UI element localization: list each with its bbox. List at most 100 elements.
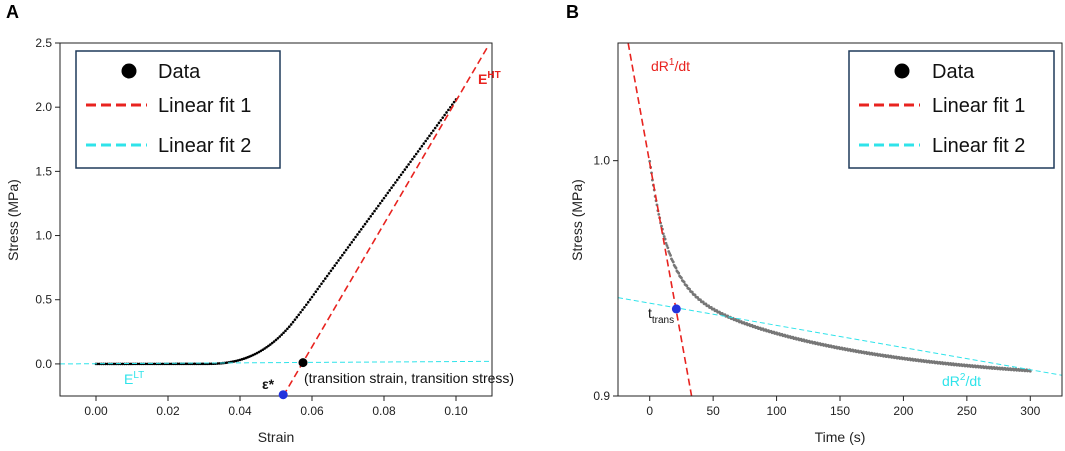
x-axis-label-b: Time (s) — [815, 429, 866, 445]
data-point — [452, 100, 456, 104]
y-tick-label: 1.0 — [35, 229, 52, 243]
x-tick-label: 0.08 — [372, 404, 396, 418]
legend-marker-data-b — [894, 63, 910, 79]
data-point — [424, 139, 427, 143]
data-point — [295, 315, 299, 319]
data-point — [384, 194, 388, 197]
x-tick-label: 100 — [767, 404, 787, 418]
data-point — [263, 347, 266, 350]
legend-label-fit2-b: Linear fit 2 — [932, 135, 1025, 157]
data-point — [399, 173, 403, 177]
data-point — [276, 336, 280, 340]
data-point — [420, 144, 424, 148]
data-point — [660, 224, 663, 228]
legend-label-fit1: Linear fit 1 — [158, 95, 251, 117]
data-point — [161, 362, 164, 366]
markers-a — [278, 358, 308, 400]
data-point — [323, 277, 327, 280]
y-tick-label: 0.0 — [35, 357, 52, 371]
data-point — [297, 313, 301, 317]
data-point — [314, 290, 318, 294]
legend-box-b — [848, 50, 1055, 169]
data-point — [341, 253, 344, 257]
data-point — [443, 113, 446, 117]
data-point — [435, 124, 439, 127]
data-point — [441, 116, 445, 119]
x-tick-label: 0.02 — [156, 404, 180, 418]
data-point — [386, 191, 390, 195]
markers-b — [671, 304, 681, 314]
data-point — [416, 150, 420, 153]
data-point — [327, 272, 331, 275]
data-point — [278, 335, 282, 338]
data-point — [261, 348, 265, 352]
x-tick-label: 250 — [957, 404, 977, 418]
data-point — [445, 111, 448, 114]
data-point — [337, 259, 340, 262]
data-point — [356, 233, 359, 236]
data-point — [272, 340, 276, 343]
y-tick-label: 0.9 — [593, 389, 610, 403]
data-point — [428, 134, 431, 138]
data-point — [145, 362, 149, 366]
linear-fit-2-line — [59, 360, 493, 365]
data-point — [333, 264, 337, 267]
legend-b: Data Linear fit 1 Linear fit 2 — [848, 50, 1055, 169]
data-point — [96, 362, 100, 366]
transition-time-marker — [671, 304, 681, 314]
data-point — [303, 305, 306, 309]
data-point — [113, 362, 117, 366]
data-point — [430, 131, 433, 135]
data-point — [128, 362, 132, 366]
linear-fit-1-line — [282, 45, 490, 397]
plot-frame-a — [59, 42, 493, 397]
data-point — [352, 238, 355, 241]
annotation-eht: EHT — [478, 70, 501, 87]
fit-lines-b — [617, 42, 1063, 397]
data-point — [367, 217, 371, 221]
data-point — [431, 129, 435, 132]
linear-fit-2-line — [617, 297, 1063, 376]
axis-ticks-a: 0.00 0.02 0.04 0.06 0.08 0.10 0.0 0.5 1.0 1.5 2.0 2… — [35, 36, 468, 418]
data-point — [437, 121, 441, 125]
data-point — [354, 235, 357, 239]
y-axis-label-a: Stress (MPa) — [5, 179, 21, 261]
data-point — [688, 287, 691, 291]
transition-point-marker — [298, 358, 308, 368]
data-point — [447, 108, 450, 112]
data-point — [217, 362, 221, 365]
data-point — [409, 160, 412, 164]
data-point — [662, 235, 666, 238]
legend-label-data: Data — [158, 61, 201, 83]
data-point — [666, 246, 670, 250]
data-point — [193, 362, 196, 366]
data-point — [316, 287, 319, 291]
data-point — [403, 168, 407, 171]
data-point — [259, 349, 263, 353]
data-point — [306, 300, 310, 304]
annotation-elt: ELT — [124, 370, 144, 387]
data-point — [299, 311, 302, 314]
legend-marker-data — [121, 63, 137, 79]
data-point — [413, 155, 416, 158]
data-point — [411, 157, 414, 161]
data-point — [267, 344, 270, 348]
data-point — [401, 170, 405, 174]
x-tick-label: 0 — [646, 404, 653, 418]
data-point — [344, 248, 348, 252]
legend-label-data-b: Data — [932, 61, 975, 83]
data-point — [361, 225, 365, 228]
data-point — [407, 163, 410, 166]
data-point — [426, 137, 429, 140]
data-point — [269, 343, 272, 346]
data-point — [674, 266, 678, 270]
data-point — [669, 253, 672, 257]
data-point — [405, 165, 409, 169]
data-points-b — [648, 159, 1032, 373]
y-axis-label-b: Stress (MPa) — [569, 179, 585, 261]
data-point — [265, 345, 268, 349]
data-point — [664, 241, 668, 245]
data-point — [397, 176, 401, 179]
data-point — [373, 209, 376, 213]
data-point — [348, 243, 352, 247]
